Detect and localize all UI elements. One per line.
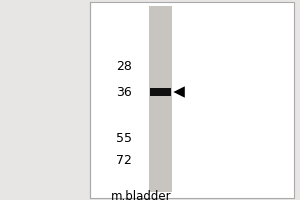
- FancyBboxPatch shape: [149, 6, 172, 192]
- Text: 28: 28: [116, 60, 132, 72]
- Polygon shape: [173, 86, 185, 98]
- Text: 55: 55: [116, 132, 132, 144]
- Text: 72: 72: [116, 154, 132, 166]
- FancyBboxPatch shape: [90, 2, 294, 198]
- FancyBboxPatch shape: [150, 88, 171, 96]
- Text: m.bladder: m.bladder: [111, 190, 171, 200]
- Text: 36: 36: [116, 86, 132, 98]
